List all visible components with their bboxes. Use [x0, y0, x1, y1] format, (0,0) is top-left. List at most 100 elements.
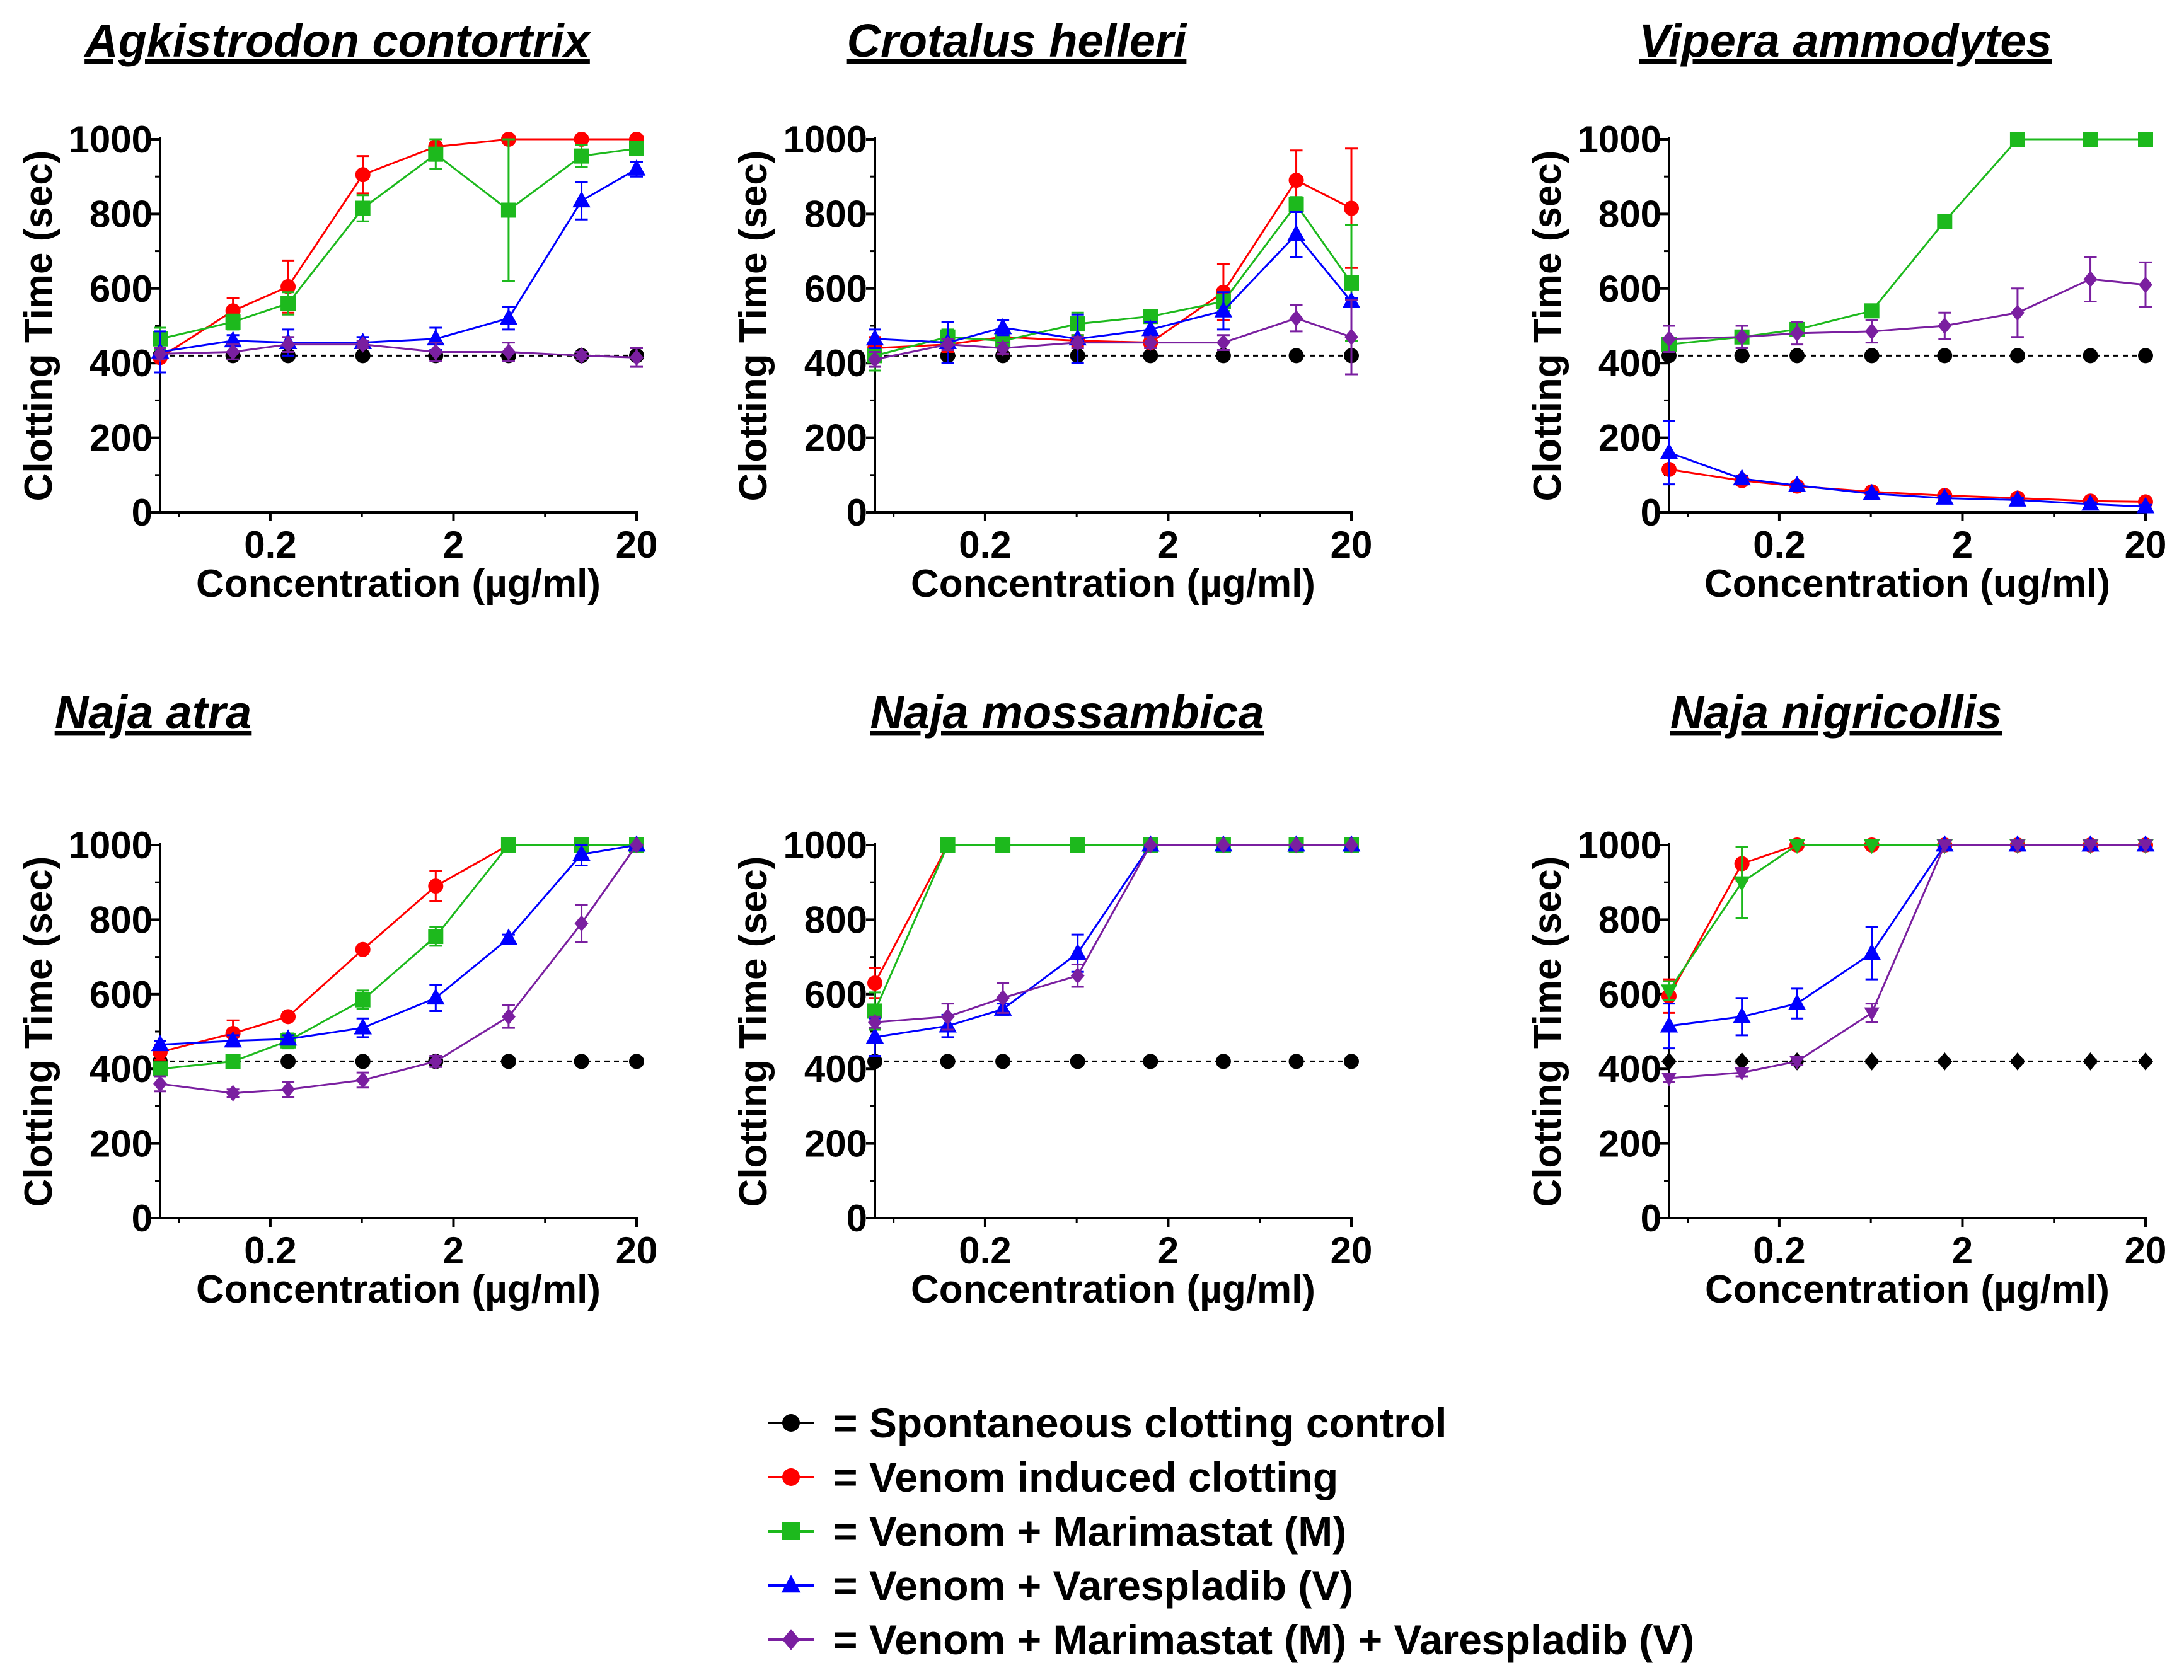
data-point — [1289, 836, 1303, 854]
data-point — [574, 148, 589, 164]
x-tick-label: 20 — [1331, 524, 1373, 566]
legend-marker-diamond-icon — [782, 1629, 800, 1650]
data-point — [1938, 317, 1952, 335]
legend-marker-triangle-icon — [781, 1575, 801, 1593]
data-point — [280, 279, 296, 294]
data-point — [226, 1085, 240, 1102]
series-line — [874, 203, 1353, 357]
y-tick-label: 1000 — [69, 824, 153, 866]
data-point — [355, 1054, 371, 1069]
data-point — [280, 296, 296, 311]
data-point — [1143, 1054, 1158, 1069]
data-point — [1863, 483, 1881, 500]
panel-title: Naja nigricollis — [1670, 686, 2002, 739]
data-point — [2136, 497, 2155, 514]
data-point — [1344, 200, 1359, 216]
y-tick-label: 600 — [90, 268, 153, 310]
data-point — [281, 1081, 296, 1098]
panel-2: Crotalus helleri 0 200 400 600 800 1000 0.2 2 20 C… — [732, 14, 1372, 606]
series-4 — [865, 835, 1361, 1057]
x-tick-label: 0.2 — [244, 1229, 296, 1272]
data-point — [1216, 836, 1230, 854]
data-point — [1141, 319, 1160, 337]
series-line — [874, 317, 1352, 360]
data-point — [940, 1054, 956, 1069]
data-point — [630, 349, 644, 366]
legend: = Spontaneous clotting control = Venom in… — [768, 1400, 1694, 1663]
data-point — [1789, 348, 1805, 364]
data-point — [1735, 328, 1749, 345]
y-tick-label: 200 — [1598, 417, 1661, 459]
data-point — [629, 141, 644, 156]
data-point — [2010, 304, 2025, 321]
data-point — [429, 1053, 443, 1070]
data-point — [2083, 1052, 2098, 1071]
series-4 — [151, 159, 646, 374]
x-tick-label: 20 — [2125, 1229, 2167, 1272]
y-tick-label: 200 — [804, 417, 867, 459]
data-point — [1344, 1054, 1359, 1069]
data-point — [1788, 475, 1806, 492]
data-point — [2009, 132, 2025, 147]
panel-3: Vipera ammodytes 0 200 400 600 800 1000 0.2 2 20 C… — [1526, 14, 2166, 606]
data-point — [429, 343, 443, 360]
y-tick-label: 800 — [1598, 193, 1661, 235]
data-point — [499, 928, 518, 945]
series-5 — [153, 336, 644, 368]
data-point — [2137, 839, 2154, 854]
data-point — [427, 329, 445, 346]
series-line — [1668, 844, 2146, 1079]
y-tick-label: 800 — [90, 899, 153, 941]
data-point — [1734, 348, 1750, 364]
data-point — [865, 1027, 884, 1044]
data-point — [355, 941, 371, 957]
data-point — [1661, 1052, 1677, 1071]
data-point — [1288, 1054, 1304, 1069]
legend-item: = Venom + Marimastat (M) — [768, 1508, 1346, 1555]
y-tick-label: 600 — [1598, 268, 1661, 310]
data-point — [153, 345, 167, 362]
x-tick-label: 20 — [1331, 1229, 1373, 1272]
data-point — [1937, 348, 1953, 364]
panel-4: Naja atra 0 200 400 600 800 1000 0.2 2 20 Concentr… — [17, 686, 657, 1311]
data-point — [1344, 275, 1359, 291]
data-point — [1733, 1006, 1751, 1023]
series-1 — [1661, 348, 2153, 364]
series-4 — [1660, 420, 2155, 514]
data-point — [2083, 270, 2098, 288]
legend-marker-circle-icon — [782, 1414, 800, 1432]
data-point — [1070, 967, 1085, 984]
data-point — [1214, 301, 1233, 318]
panel-title: Vipera ammodytes — [1639, 14, 2052, 67]
y-tick-label: 600 — [804, 974, 867, 1016]
panel-title: Agkistrodon contortrix — [83, 14, 592, 67]
data-point — [868, 1014, 882, 1031]
data-point — [1660, 442, 1678, 459]
data-point — [995, 1054, 1011, 1069]
x-tick-label: 0.2 — [1753, 524, 1805, 566]
x-tick-label: 2 — [1952, 1229, 1973, 1272]
data-point — [996, 340, 1010, 357]
data-point — [865, 329, 884, 346]
data-point — [572, 191, 591, 208]
legend-label: = Venom + Varespladib (V) — [833, 1562, 1353, 1609]
data-point — [355, 1071, 370, 1089]
y-axis-label: Clotting Time (sec) — [732, 856, 775, 1207]
data-point — [1288, 197, 1304, 212]
data-point — [1788, 839, 1806, 854]
data-point — [1864, 1052, 1880, 1071]
data-point — [1143, 836, 1158, 854]
data-point — [501, 1008, 516, 1025]
series-1 — [867, 348, 1359, 364]
series-2 — [1661, 461, 2153, 510]
data-point — [151, 1035, 170, 1052]
y-tick-label: 1000 — [1578, 118, 1661, 161]
series-line — [159, 844, 638, 1095]
data-point — [940, 837, 956, 853]
x-axis-label: Concentration (µg/ml) — [1705, 1268, 2110, 1311]
y-tick-label: 1000 — [783, 118, 867, 161]
x-tick-label: 0.2 — [1753, 1229, 1805, 1272]
series-5 — [153, 836, 644, 1102]
data-point — [428, 929, 444, 945]
data-point — [2008, 490, 2027, 507]
